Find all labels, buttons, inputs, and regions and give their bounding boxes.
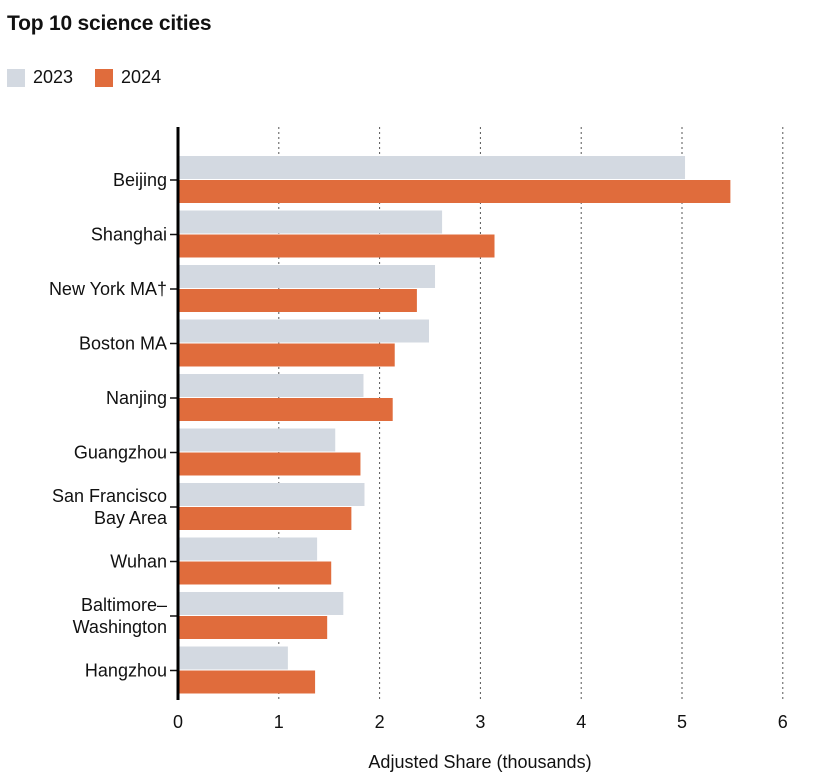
category-label-9: Hangzhou: [85, 661, 167, 681]
category-label-5: Guangzhou: [74, 443, 167, 463]
category-label-0: Beijing: [113, 170, 167, 190]
category-label-4: Nanjing: [106, 388, 167, 408]
bar-2023-1: [178, 210, 443, 234]
x-tick-label-5: 5: [677, 712, 687, 732]
bar-2023-4: [178, 374, 364, 397]
bar-2024-0: [178, 180, 731, 203]
category-label-1: Shanghai: [91, 225, 167, 245]
bar-2023-6: [178, 483, 365, 506]
category-label-6-line0: San Francisco: [52, 486, 167, 506]
category-label-8-line1: Washington: [73, 617, 167, 637]
bar-2023-2: [178, 265, 436, 288]
category-label-7: Wuhan: [110, 552, 167, 572]
bar-2024-1: [178, 234, 495, 258]
x-tick-label-3: 3: [475, 712, 485, 732]
x-tick-label-6: 6: [778, 712, 788, 732]
x-tick-label-2: 2: [375, 712, 385, 732]
bar-2024-2: [178, 289, 417, 312]
legend: 2023 2024: [7, 67, 183, 88]
legend-item-2024: 2024: [95, 67, 161, 88]
bar-2023-7: [178, 537, 318, 561]
legend-label-2023: 2023: [33, 67, 74, 87]
bar-2023-8: [178, 592, 344, 615]
legend-swatch-2024: [95, 68, 114, 87]
x-tick-label-0: 0: [173, 712, 183, 732]
bar-2024-5: [178, 452, 361, 476]
x-tick-label-1: 1: [274, 712, 284, 732]
bar-2024-3: [178, 343, 395, 367]
x-tick-label-4: 4: [576, 712, 586, 732]
bar-2023-5: [178, 428, 336, 452]
category-label-2: New York MA†: [49, 279, 167, 299]
bar-2023-9: [178, 646, 288, 670]
bar-2024-8: [178, 616, 328, 639]
legend-item-2023: 2023: [7, 67, 73, 88]
category-label-3: Boston MA: [79, 334, 167, 354]
bar-2023-3: [178, 319, 429, 343]
category-label-8-line0: Baltimore–: [81, 595, 167, 615]
bar-2024-7: [178, 561, 332, 585]
bar-2024-6: [178, 507, 352, 530]
x-axis-label: Adjusted Share (thousands): [368, 752, 591, 772]
legend-swatch-2023: [7, 68, 25, 87]
legend-label-2024: 2024: [121, 67, 162, 87]
bar-2023-0: [178, 156, 686, 179]
category-label-6-line1: Bay Area: [94, 508, 168, 528]
bar-2024-4: [178, 398, 393, 421]
chart-title: Top 10 science cities: [7, 12, 212, 35]
bar-2024-9: [178, 670, 316, 694]
